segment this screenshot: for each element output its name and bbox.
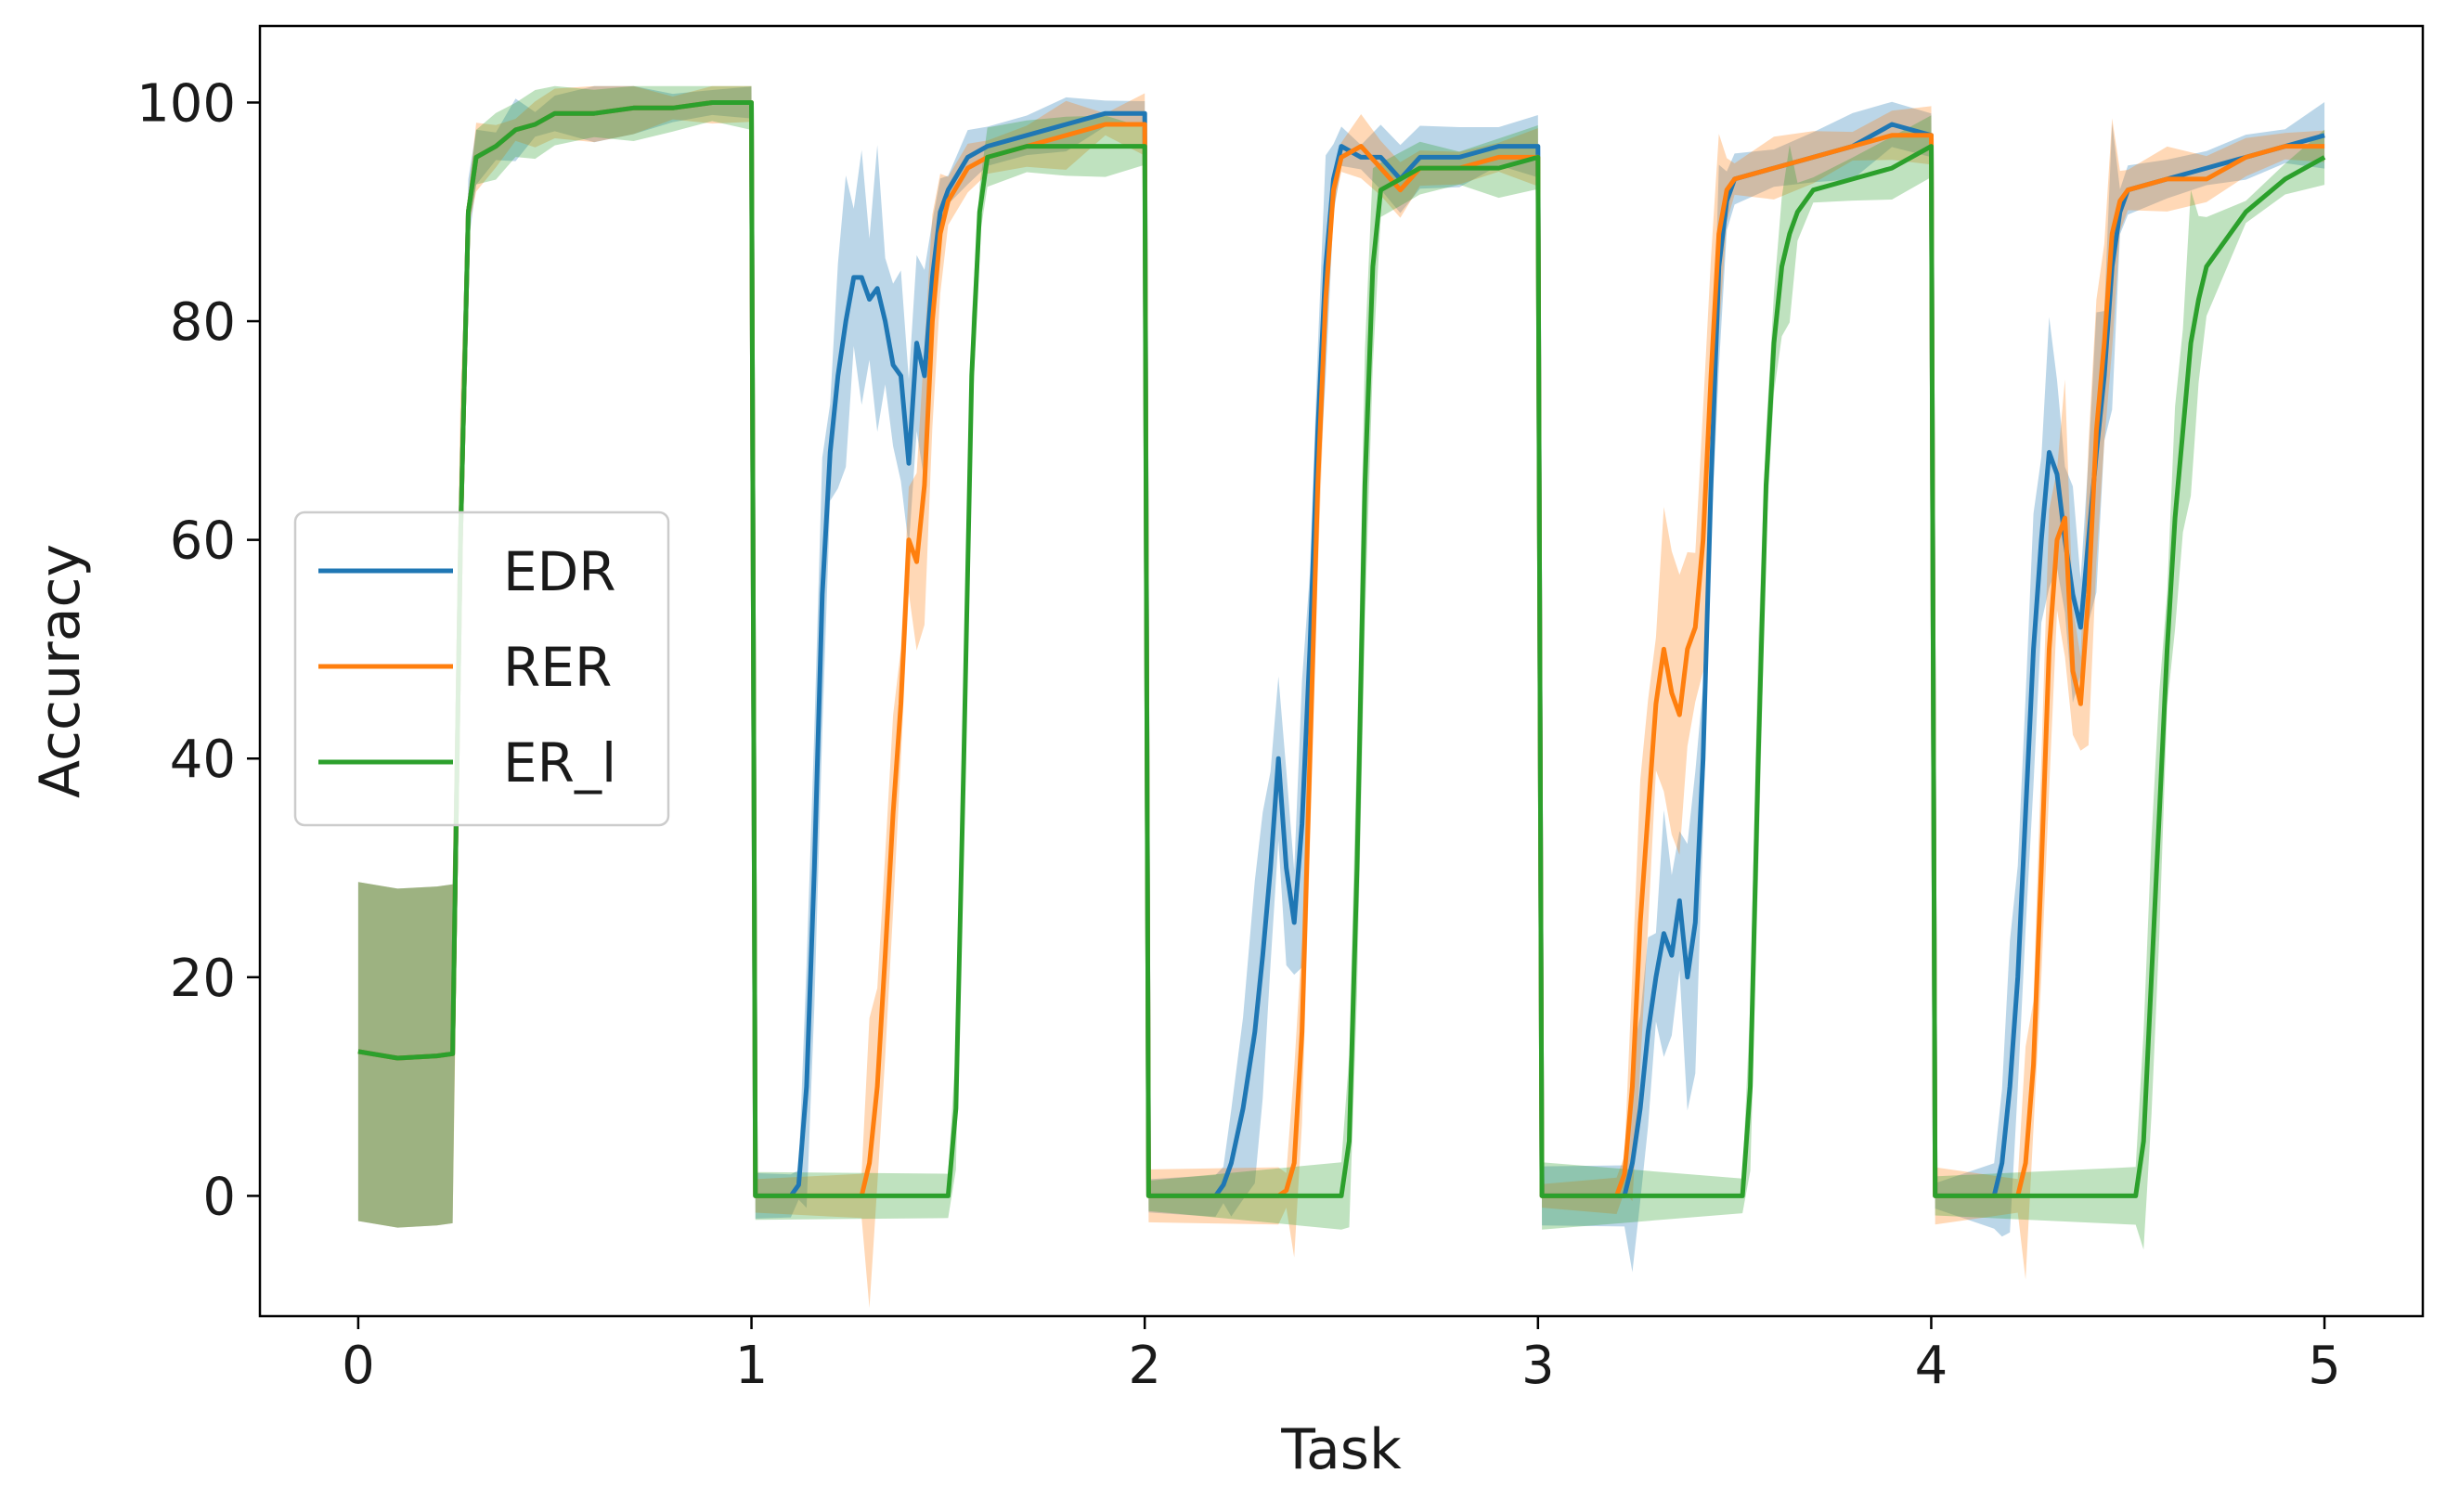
y-tick-label: 80 (170, 292, 236, 353)
x-axis-label: Task (1280, 1417, 1402, 1482)
legend-box (293, 510, 670, 827)
legend-entry-label: ER_l (503, 731, 616, 795)
series-line-er-l (357, 100, 2326, 1198)
y-tick-label: 100 (136, 73, 236, 134)
band-rer (357, 85, 2325, 1309)
x-tick-label: 0 (342, 1336, 375, 1396)
x-tick-label: 2 (1128, 1336, 1161, 1396)
confidence-bands (357, 85, 2325, 1309)
series-lines (357, 100, 2326, 1198)
plot-frame (258, 24, 2425, 1318)
y-tick-label: 60 (170, 511, 236, 572)
series-line-edr (357, 100, 2325, 1198)
x-tick-label: 5 (2308, 1336, 2341, 1396)
band-edr (357, 85, 2325, 1273)
x-axis-ticks: 0 1 2 3 4 5 (342, 1316, 2341, 1396)
x-tick-label: 1 (735, 1336, 769, 1396)
x-tick-label: 4 (1915, 1336, 1948, 1396)
y-tick-label: 40 (170, 730, 236, 790)
legend: EDR RER ER_l (293, 510, 670, 827)
legend-entry-label: RER (503, 636, 612, 699)
y-tick-label: 20 (170, 949, 236, 1009)
y-axis-ticks: 0 20 40 60 80 100 (136, 73, 260, 1227)
y-tick-label: 0 (202, 1167, 236, 1227)
x-tick-label: 3 (1521, 1336, 1555, 1396)
legend-entry-label: EDR (503, 540, 616, 603)
y-axis-label: Accuracy (28, 544, 93, 798)
